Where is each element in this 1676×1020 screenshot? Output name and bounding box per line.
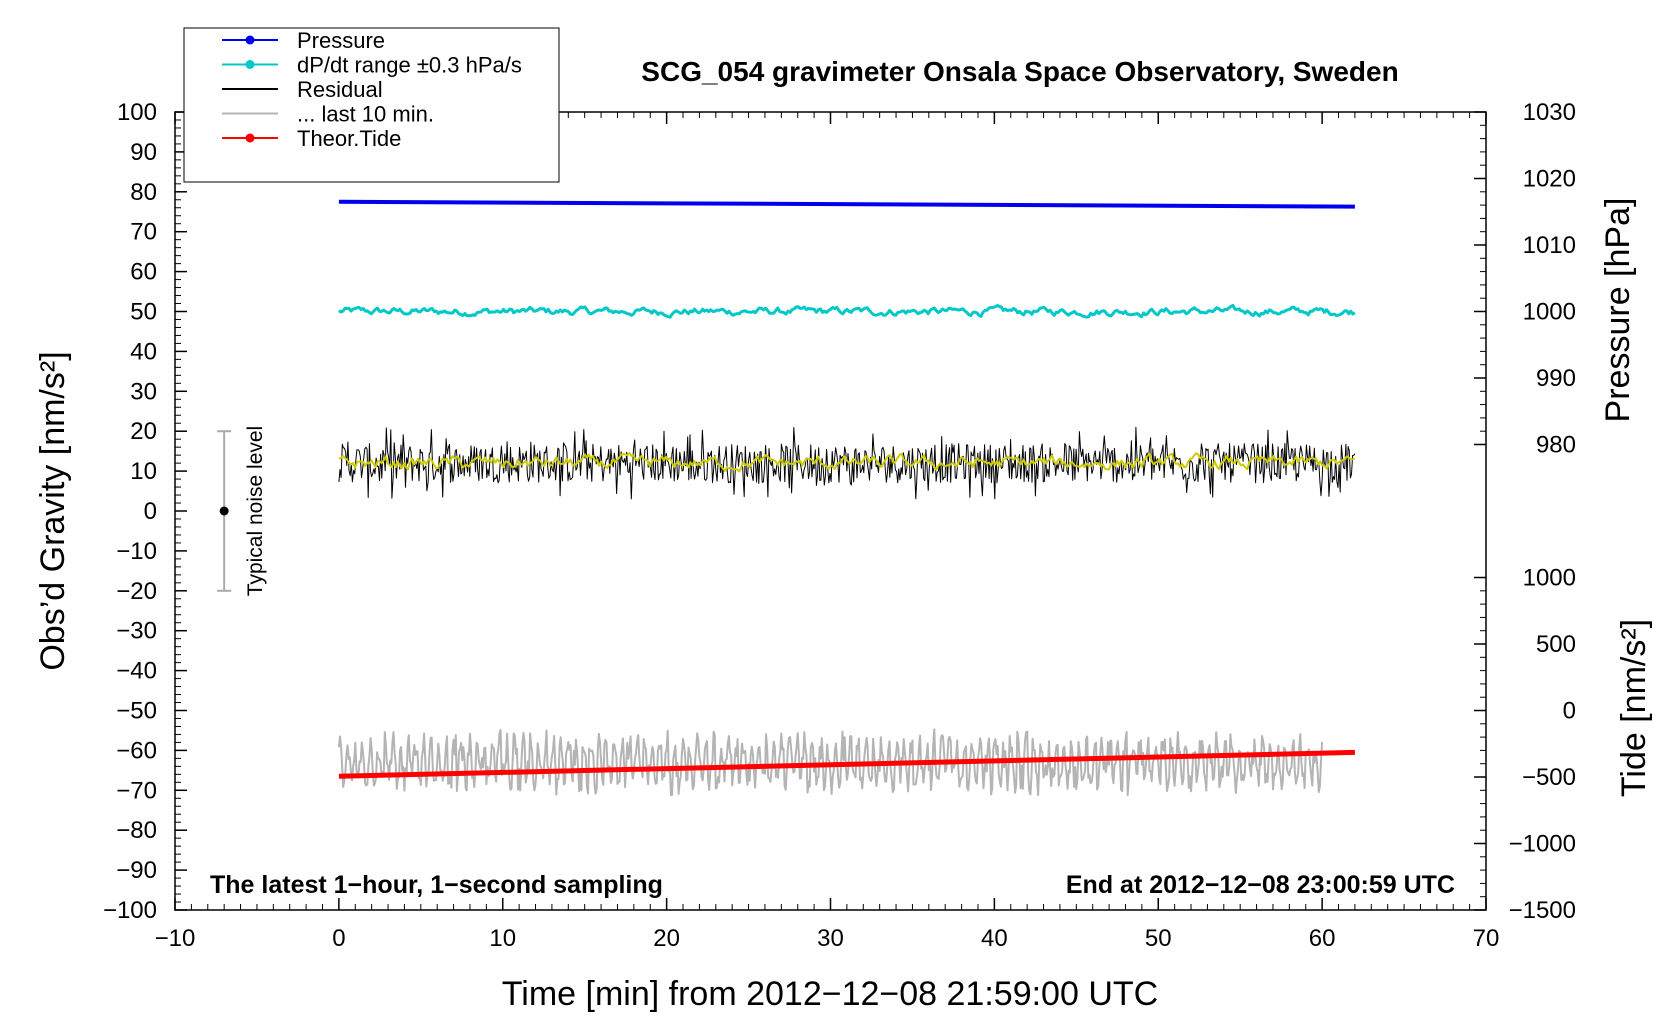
y-left-tick-label: −90 bbox=[116, 857, 157, 884]
pressure-tick-label: 1020 bbox=[1523, 165, 1576, 192]
noise-bar-center-dot bbox=[219, 506, 229, 516]
x-tick-label: 50 bbox=[1145, 925, 1172, 952]
y-left-tick-label: 60 bbox=[130, 259, 157, 286]
x-tick-label: 60 bbox=[1309, 925, 1336, 952]
x-tick-label: 70 bbox=[1473, 925, 1500, 952]
pressure-tick-label: 1010 bbox=[1523, 232, 1576, 259]
y-left-tick-label: 70 bbox=[130, 219, 157, 246]
x-tick-label: −10 bbox=[155, 925, 196, 952]
x-tick-label: 30 bbox=[817, 925, 844, 952]
tide-tick-label: −1000 bbox=[1509, 831, 1576, 858]
y-left-axis: 1009080706050403020100−10−20−30−40−50−60… bbox=[103, 99, 187, 924]
tide-tick-label: 1000 bbox=[1523, 565, 1576, 592]
tide-tick-label: −1500 bbox=[1509, 897, 1576, 924]
y-left-tick-label: 100 bbox=[117, 99, 157, 126]
y-left-tick-label: −60 bbox=[116, 737, 157, 764]
y-left-tick-label: −70 bbox=[116, 777, 157, 804]
series-dp-dt-range-0-3-hpa-s bbox=[338, 303, 1356, 319]
legend-label-last-10-min: ... last 10 min. bbox=[297, 102, 434, 127]
tide-tick-label: −500 bbox=[1522, 764, 1576, 791]
y-left-tick-label: 80 bbox=[130, 179, 157, 206]
legend-label-residual: Residual bbox=[297, 77, 383, 102]
tide-tick-label: 500 bbox=[1536, 631, 1576, 658]
y-left-tick-label: 0 bbox=[144, 498, 157, 525]
series-residual bbox=[338, 426, 1356, 500]
series-layer bbox=[337, 199, 1356, 797]
series-last-10-min bbox=[337, 728, 1324, 797]
pressure-tick-label: 1030 bbox=[1523, 99, 1576, 126]
x-tick-label: 10 bbox=[489, 925, 516, 952]
y-left-tick-label: 30 bbox=[130, 378, 157, 405]
legend-marker-dp-dt-range-0-3-hpa-s bbox=[245, 60, 255, 69]
end-time-annotation: End at 2012−12−08 23:00:59 UTC bbox=[1066, 871, 1455, 899]
y-left-tick-label: 40 bbox=[130, 338, 157, 365]
y-left-axis-title: Obs’d Gravity [nm/s²] bbox=[34, 351, 72, 670]
legend-label-pressure: Pressure bbox=[297, 28, 385, 53]
y-left-tick-label: 20 bbox=[130, 418, 157, 445]
y-left-tick-label: 50 bbox=[130, 299, 157, 326]
noise-level-indicator bbox=[217, 430, 232, 592]
series-residual-smoothed bbox=[338, 452, 1356, 473]
x-tick-label: 40 bbox=[981, 925, 1008, 952]
x-tick-label: 20 bbox=[653, 925, 680, 952]
y-left-tick-label: −50 bbox=[116, 698, 157, 725]
legend-marker-pressure bbox=[245, 35, 255, 45]
chart-title: SCG_054 gravimeter Onsala Space Observat… bbox=[641, 56, 1398, 87]
tide-axis: 1000 500 0 −500 −1000 −1500 bbox=[1474, 565, 1576, 924]
legend-box bbox=[183, 27, 560, 183]
series-pressure bbox=[338, 199, 1355, 209]
y-left-tick-label: −40 bbox=[116, 658, 157, 685]
y-left-tick-label: −80 bbox=[116, 817, 157, 844]
pressure-axis: 1030 1020 1010 1000 990 980 bbox=[1474, 99, 1576, 458]
y-left-tick-label: −30 bbox=[116, 618, 157, 645]
legend-marker-theor-tide bbox=[245, 133, 255, 143]
pressure-tick-label: 1000 bbox=[1523, 298, 1576, 325]
y-left-tick-label: 90 bbox=[130, 139, 157, 166]
pressure-axis-title: Pressure [hPa] bbox=[1599, 198, 1637, 423]
y-left-tick-label: 10 bbox=[130, 458, 157, 485]
y-left-tick-label: −10 bbox=[116, 538, 157, 565]
noise-level-label: Typical noise level bbox=[244, 426, 267, 596]
y-left-tick-label: −20 bbox=[116, 578, 157, 605]
pressure-tick-label: 980 bbox=[1536, 431, 1576, 458]
tide-axis-title: Tide [nm/s²] bbox=[1615, 619, 1653, 797]
sampling-annotation: The latest 1−hour, 1−second sampling bbox=[210, 871, 663, 899]
y-left-tick-label: −100 bbox=[103, 897, 157, 924]
x-axis: −10 0 10 20 30 40 50 60 70 bbox=[155, 112, 1500, 952]
x-axis-title: Time [min] from 2012−12−08 21:59:00 UTC bbox=[502, 975, 1158, 1013]
legend-label-dp-dt-range-0-3-hpa-s: dP/dt range ±0.3 hPa/s bbox=[297, 53, 522, 78]
pressure-tick-label: 990 bbox=[1536, 365, 1576, 392]
series-theor-tide bbox=[338, 749, 1355, 779]
tide-tick-label: 0 bbox=[1563, 698, 1576, 725]
legend-label-theor-tide: Theor.Tide bbox=[297, 126, 401, 151]
x-tick-label: 0 bbox=[332, 925, 345, 952]
